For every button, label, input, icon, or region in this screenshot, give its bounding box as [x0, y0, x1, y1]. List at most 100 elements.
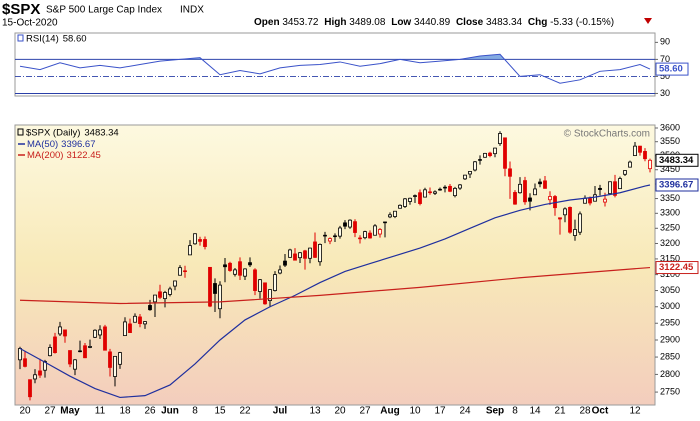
x-tick-label: 21: [554, 406, 566, 417]
candle-body: [428, 191, 432, 194]
candle-body: [558, 217, 562, 220]
y-tick-label: 2800: [660, 369, 680, 379]
candle-body: [58, 326, 62, 335]
candle-body: [173, 280, 177, 287]
candle-body: [343, 222, 347, 227]
candle-body: [103, 326, 107, 351]
candle-body: [648, 159, 652, 170]
candle-body: [588, 198, 592, 204]
watermark: © StockCharts.com: [564, 129, 650, 140]
candle-body: [48, 347, 52, 357]
candle-body: [133, 315, 137, 323]
candle-body: [288, 249, 292, 258]
candle-body: [503, 137, 507, 169]
candle-body: [633, 145, 637, 157]
candle-body: [123, 321, 127, 337]
candle-body: [163, 292, 167, 300]
x-tick-label: Aug: [380, 406, 399, 417]
candle-body: [63, 329, 67, 337]
rsi-panel: [14, 32, 656, 97]
candle-body: [573, 229, 577, 236]
candle-body: [118, 352, 122, 365]
rsi-tick-label: 90: [660, 37, 670, 47]
rsi-tick-label: 70: [660, 54, 670, 64]
y-tick-label: 2950: [660, 318, 680, 328]
candle-body: [378, 229, 382, 235]
y-tick-label: 3250: [660, 223, 680, 233]
candle-body: [218, 284, 222, 310]
x-tick-label: 8: [192, 406, 198, 417]
candle-body: [448, 185, 452, 192]
down-arrow: [644, 18, 652, 24]
candle-body: [308, 247, 312, 259]
low-label: Low: [391, 17, 411, 28]
candle-body: [358, 237, 362, 240]
candle-body: [43, 361, 47, 371]
x-tick-label: 8: [512, 406, 518, 417]
candle-body: [383, 221, 387, 224]
legend-value: 3396.67: [61, 139, 95, 150]
legend-name: MA(50): [27, 139, 58, 150]
chg-label: Chg: [528, 17, 547, 28]
candle-body: [623, 170, 627, 175]
candle-body: [138, 316, 142, 324]
candle-body: [128, 323, 132, 333]
rsi-tick-label: 50: [660, 71, 670, 81]
x-tick-label: 20: [19, 406, 31, 417]
candle-body: [453, 187, 457, 197]
x-tick-label: Jun: [161, 406, 179, 417]
rsi-legend: RSI(14) 58.60: [26, 33, 87, 44]
y-tick-label: 2850: [660, 351, 680, 361]
candle-body: [593, 194, 597, 202]
candle-body: [458, 184, 462, 189]
candle-body: [498, 133, 502, 145]
candle-body: [618, 178, 622, 190]
value-box-label: 58.60: [659, 64, 683, 75]
candle-body: [513, 192, 517, 205]
candle-body: [393, 210, 397, 217]
x-tick-label: 20: [334, 406, 346, 417]
y-tick-label: 3000: [660, 301, 680, 311]
value-box-label: 3483.34: [659, 155, 694, 166]
legend-item: MA(200) 3122.45: [27, 150, 101, 161]
candle-body: [463, 174, 467, 180]
candle-body: [93, 329, 97, 338]
x-tick-label: 27: [44, 406, 56, 417]
legend-name: RSI(14): [26, 33, 59, 44]
candle-body: [198, 239, 202, 242]
date: 15-Oct-2020: [2, 18, 58, 29]
x-tick-label: Oct: [592, 406, 609, 417]
candle-body: [303, 250, 307, 259]
y-tick-label: 3550: [660, 136, 680, 146]
candle-body: [488, 152, 492, 157]
candle-body: [508, 168, 512, 177]
candle-body: [338, 227, 342, 237]
x-tick-label: 26: [144, 406, 156, 417]
close-label: Close: [456, 17, 484, 28]
candle-body: [388, 214, 392, 218]
value-box: [655, 62, 689, 76]
candle-body: [253, 269, 257, 291]
legend-name: MA(200): [27, 150, 63, 161]
x-tick-label: 11: [95, 406, 106, 417]
x-tick-label: 27: [359, 406, 371, 417]
x-tick-label: 17: [434, 406, 446, 417]
open-value: 3453.72: [282, 17, 319, 28]
value-box: [655, 153, 699, 167]
x-tick-label: 14: [529, 406, 541, 417]
candle-body: [18, 348, 22, 361]
candle-body: [408, 197, 412, 202]
rsi-line: [19, 53, 651, 84]
candle-body: [293, 253, 297, 261]
low-value: 3440.89: [414, 17, 451, 28]
candle-body: [108, 351, 112, 368]
candle-body: [243, 268, 247, 277]
candle-body: [153, 294, 157, 303]
legend-icon: [17, 128, 24, 136]
legend-item: $SPX (Daily) 3483.34: [26, 127, 119, 138]
y-tick-label: 2900: [660, 334, 680, 344]
candle-body: [323, 234, 327, 237]
y-tick-label: 3450: [660, 164, 680, 174]
x-tick-label: 22: [239, 406, 251, 417]
